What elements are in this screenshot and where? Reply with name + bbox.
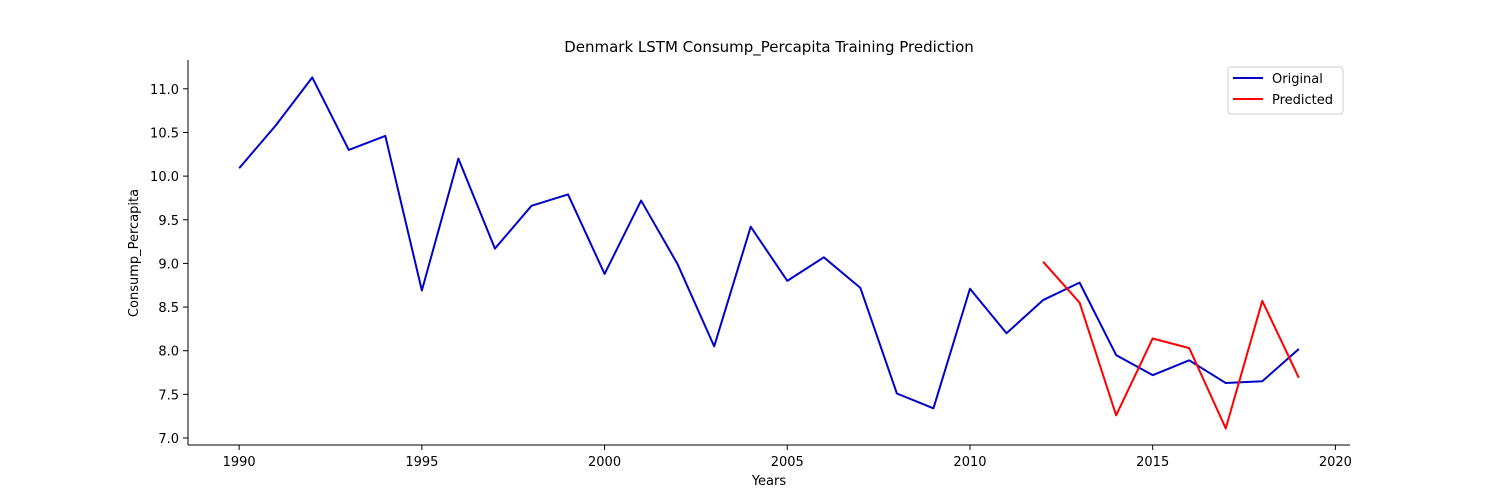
legend-label-original: Original xyxy=(1272,72,1323,87)
y-axis-label: Consump_Percapita xyxy=(127,189,142,317)
y-tick-label: 8.0 xyxy=(158,345,179,360)
series-line-original xyxy=(238,76,1300,410)
plot-lines xyxy=(238,76,1300,430)
y-tick-label: 9.5 xyxy=(158,214,179,229)
y-tick-label: 10.0 xyxy=(150,170,179,185)
legend-label-predicted: Predicted xyxy=(1272,93,1333,108)
x-tick-label: 2005 xyxy=(771,455,804,470)
y-tick-label: 7.5 xyxy=(158,388,179,403)
x-tick-label: 1990 xyxy=(223,455,256,470)
series-line-predicted xyxy=(1042,261,1300,430)
x-axis-ticks: 1990 1995 2000 2005 2010 2015 2020 xyxy=(223,445,1352,470)
y-tick-label: 7.0 xyxy=(158,432,179,447)
x-tick-label: 2015 xyxy=(1136,455,1169,470)
chart-title: Denmark LSTM Consump_Percapita Training … xyxy=(564,38,974,57)
x-tick-label: 2000 xyxy=(588,455,621,470)
x-tick-label: 2020 xyxy=(1319,455,1352,470)
y-tick-label: 8.5 xyxy=(158,301,179,316)
y-tick-label: 9.0 xyxy=(158,257,179,272)
x-axis-label: Years xyxy=(751,474,787,489)
x-tick-label: 1995 xyxy=(405,455,438,470)
y-tick-label: 11.0 xyxy=(150,83,179,98)
x-tick-label: 2010 xyxy=(953,455,986,470)
y-tick-label: 10.5 xyxy=(150,126,179,141)
legend: Original Predicted xyxy=(1227,66,1344,115)
y-axis-ticks: 7.0 7.5 8.0 8.5 9.0 9.5 10.0 10.5 11.0 xyxy=(150,83,188,447)
